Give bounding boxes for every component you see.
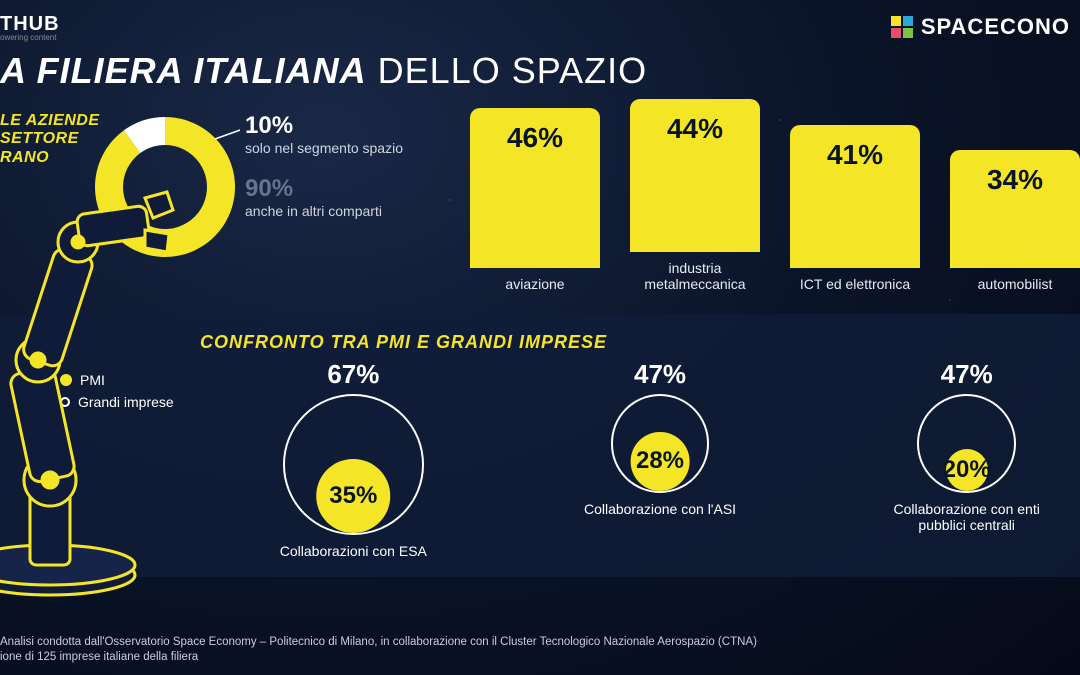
- bubble-col: 47%20%Collaborazione con enti pubblici c…: [873, 359, 1060, 559]
- upper-left: LE AZIENDE SETTORE RANO 10%solo nel segm…: [0, 112, 320, 167]
- bubble-outer: 35%: [283, 394, 424, 535]
- bar: 34%: [950, 150, 1080, 268]
- upper-section: LE AZIENDE SETTORE RANO 10%solo nel segm…: [0, 92, 1080, 292]
- footnote: Analisi condotta dall'Osservatorio Space…: [0, 635, 757, 665]
- bar-label: ICT ed elettronica: [790, 276, 920, 292]
- bubble-legend: PMI Grandi imprese: [60, 372, 174, 416]
- donut-legend-row: 10%solo nel segmento spazio: [245, 112, 415, 157]
- legend-gi: Grandi imprese: [60, 394, 174, 410]
- bubble-outer: 28%: [611, 394, 710, 493]
- title-bold: A FILIERA ITALIANA: [0, 50, 367, 91]
- donut-legend: 10%solo nel segmento spazio 90%anche in a…: [245, 112, 415, 238]
- lower-title: CONFRONTO TRA PMI E GRANDI IMPRESE: [200, 332, 1060, 353]
- donut-chart: [90, 112, 240, 267]
- title-light: DELLO SPAZIO: [378, 50, 647, 91]
- bar-col: 44% industria metalmeccanica: [630, 99, 760, 292]
- bar: 41%: [790, 125, 920, 268]
- page-title: A FILIERA ITALIANA DELLO SPAZIO: [0, 50, 1080, 92]
- dot-pmi-icon: [60, 374, 72, 386]
- bar-label: automobilist: [950, 276, 1080, 292]
- logo-left-sub: owering content: [0, 34, 60, 42]
- bar-col: 46% aviazione: [470, 108, 600, 292]
- bar-label: industria metalmeccanica: [630, 260, 760, 292]
- bubble-inner: 28%: [631, 432, 690, 491]
- bubble-outer: 20%: [917, 394, 1016, 493]
- bar-chart: 46%aviazione44%industria metalmeccanica4…: [470, 112, 1080, 292]
- bubble-inner: 20%: [946, 449, 988, 491]
- bubble-col: 47%28%Collaborazione con l'ASI: [567, 359, 754, 559]
- header: THUB owering content SPACECONO: [0, 0, 1080, 42]
- logo-right-text: SPACECONO: [921, 14, 1070, 40]
- bubble-chart: 67%35%Collaborazioni con ESA47%28%Collab…: [260, 359, 1060, 559]
- bubble-label: Collaborazioni con ESA: [260, 543, 447, 560]
- donut-legend-row: 90%anche in altri comparti: [245, 175, 415, 220]
- bubble-col: 67%35%Collaborazioni con ESA: [260, 359, 447, 559]
- dot-gi-icon: [60, 397, 70, 407]
- bubble-label: Collaborazione con enti pubblici central…: [873, 501, 1060, 535]
- bar: 44%: [630, 99, 760, 252]
- hash-icon: [891, 16, 913, 38]
- logo-left-main: THUB: [0, 14, 60, 34]
- logo-right: SPACECONO: [891, 14, 1070, 40]
- bar-col: 41% ICT ed elettronica: [790, 125, 920, 292]
- bubble-label: Collaborazione con l'ASI: [567, 501, 754, 518]
- bar-label: aviazione: [470, 276, 600, 292]
- bubble-inner: 35%: [317, 459, 391, 533]
- lower-section: CONFRONTO TRA PMI E GRANDI IMPRESE PMI G…: [0, 314, 1080, 577]
- bar-col: 34% automobilist: [950, 150, 1080, 292]
- bar: 46%: [470, 108, 600, 268]
- logo-left: THUB owering content: [0, 14, 60, 42]
- legend-pmi: PMI: [60, 372, 174, 388]
